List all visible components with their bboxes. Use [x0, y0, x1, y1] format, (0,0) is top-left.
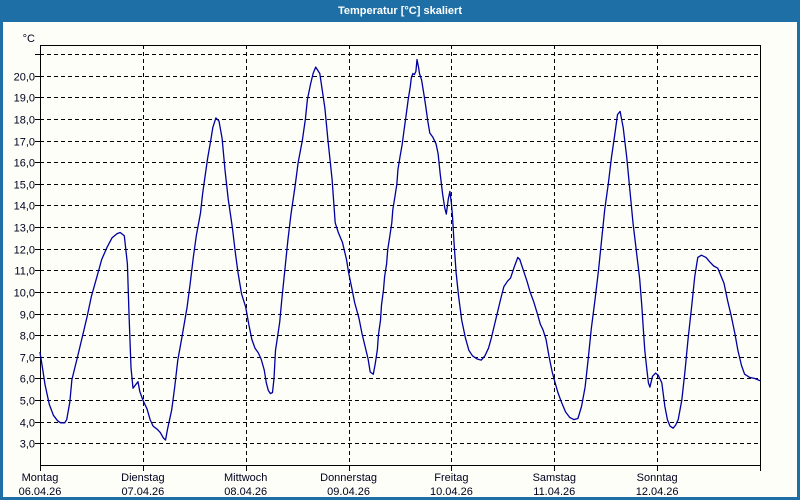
x-axis-date-label: 08.04.26	[224, 486, 267, 498]
y-tick-label: 9,0	[20, 310, 35, 322]
x-axis-day-label: Samstag	[533, 472, 576, 484]
y-tick-label: 12,0	[14, 245, 35, 257]
y-tick-label: 5,0	[20, 396, 35, 408]
x-axis-day-label: Montag	[22, 472, 59, 484]
y-tick-label: 11,0	[14, 266, 35, 278]
x-axis-date-label: 12.04.26	[636, 486, 679, 498]
x-axis-day-label: Donnerstag	[320, 472, 377, 484]
y-tick-label: 14,0	[14, 201, 35, 213]
y-tick-label: 13,0	[14, 223, 35, 235]
x-axis-date-label: 11.04.26	[533, 486, 575, 498]
y-tick-label: 7,0	[20, 353, 35, 365]
x-axis-date-label: 06.04.26	[19, 486, 62, 498]
y-tick-label: 18,0	[14, 115, 35, 127]
y-tick-label: 6,0	[20, 374, 35, 386]
y-tick-label: 15,0	[14, 180, 35, 192]
x-axis-day-label: Mittwoch	[224, 472, 267, 484]
y-tick-label: 3,0	[20, 439, 35, 451]
x-axis-day-label: Freitag	[434, 472, 468, 484]
y-tick-label: 16,0	[14, 158, 35, 170]
x-axis-date-label: 09.04.26	[327, 486, 370, 498]
x-axis-date-label: 07.04.26	[121, 486, 164, 498]
window-title: Temperatur [°C] skaliert	[337, 5, 462, 17]
title-bar: Temperatur [°C] skaliert	[3, 3, 797, 22]
y-tick-label: 8,0	[20, 331, 35, 343]
x-axis-day-label: Dienstag	[121, 472, 164, 484]
x-axis-day-label: Sonntag	[637, 472, 678, 484]
y-tick-label: 20,0	[14, 72, 35, 84]
y-tick-label: 4,0	[20, 418, 35, 430]
y-tick-label: 19,0	[14, 93, 35, 105]
x-axis-date-label: 10.04.26	[430, 486, 473, 498]
plot-border	[40, 45, 761, 466]
temperature-series-line	[39, 58, 761, 441]
y-axis-unit-label: °C	[23, 33, 35, 45]
gridlines	[35, 45, 761, 471]
y-tick-label: 17,0	[14, 137, 35, 149]
y-tick-label: 10,0	[14, 288, 35, 300]
